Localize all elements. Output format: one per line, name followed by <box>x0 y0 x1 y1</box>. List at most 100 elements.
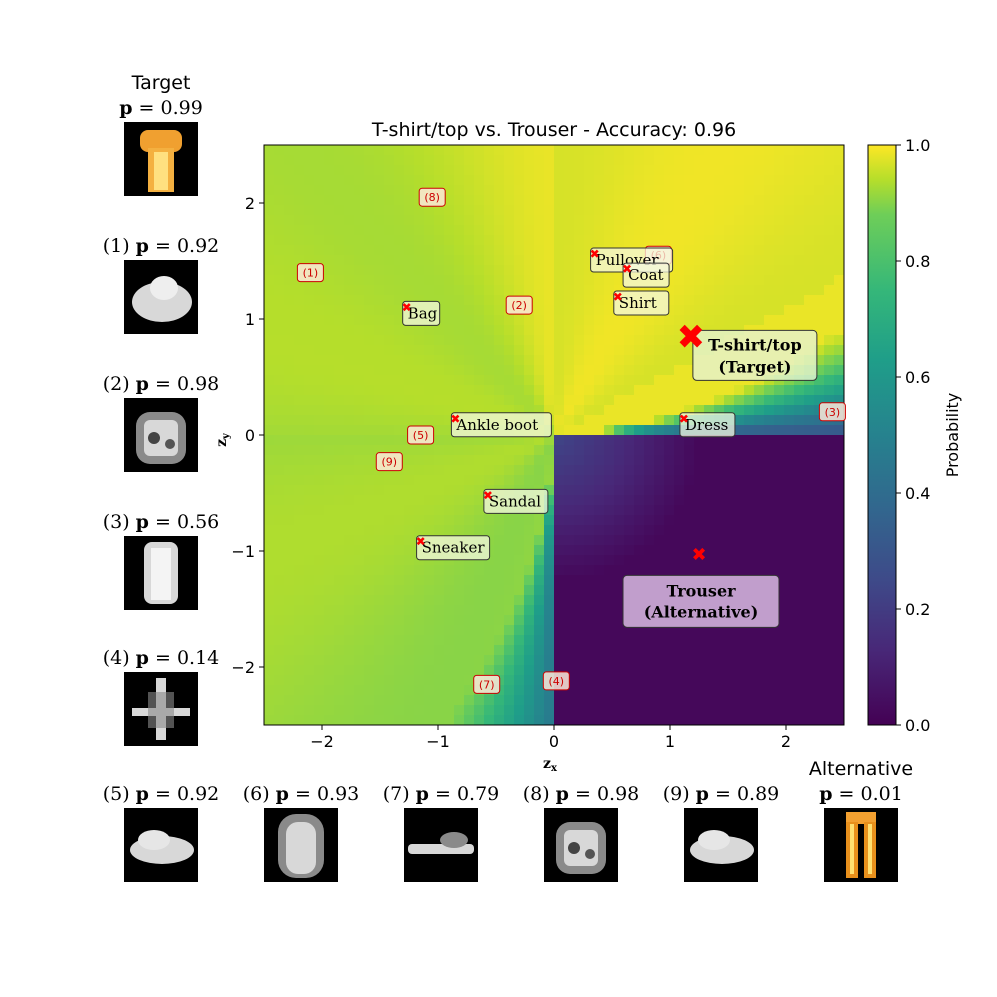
heatmap-cell <box>794 295 805 306</box>
heatmap-cell <box>274 395 285 406</box>
heatmap-cell <box>614 455 625 466</box>
heatmap-cell <box>434 655 445 666</box>
heatmap-cell <box>804 155 815 166</box>
heatmap-cell <box>604 635 615 646</box>
heatmap-cell <box>584 495 595 506</box>
heatmap-cell <box>584 275 595 286</box>
heatmap-cell <box>394 535 405 546</box>
heatmap-cell <box>624 175 635 186</box>
heatmap-cell <box>834 255 844 266</box>
heatmap-cell <box>334 365 345 376</box>
heatmap-cell <box>674 445 685 456</box>
heatmap-cell <box>474 665 485 676</box>
heatmap-cell <box>754 525 765 536</box>
heatmap-cell <box>644 655 655 666</box>
heatmap-cell <box>434 165 445 176</box>
heatmap-cell <box>424 255 435 266</box>
heatmap-cell <box>564 375 575 386</box>
heatmap-cell <box>494 225 505 236</box>
heatmap-cell <box>444 505 455 516</box>
heatmap-cell <box>294 645 305 656</box>
heatmap-cell <box>444 175 455 186</box>
heatmap-cell <box>334 515 345 526</box>
heatmap-cell <box>434 245 445 256</box>
heatmap-cell <box>454 685 465 696</box>
heatmap-cell <box>324 365 335 376</box>
heatmap-cell <box>834 345 844 356</box>
thumb-shape <box>850 824 854 874</box>
heatmap-cell <box>294 175 305 186</box>
heatmap-cell <box>804 545 815 556</box>
heatmap-cell <box>714 625 725 636</box>
heatmap-cell <box>664 675 675 686</box>
heatmap-cell <box>534 275 545 286</box>
heatmap-cell <box>654 175 665 186</box>
heatmap-cell <box>444 165 455 176</box>
heatmap-cell <box>824 535 835 546</box>
heatmap-cell <box>624 385 635 396</box>
heatmap-cell <box>374 475 385 486</box>
probability-value: = 0.56 <box>149 511 219 533</box>
heatmap-cell <box>304 395 315 406</box>
heatmap-cell <box>304 655 315 666</box>
heatmap-cell <box>824 425 835 436</box>
heatmap-cell <box>314 495 325 506</box>
heatmap-cell <box>314 225 325 236</box>
heatmap-cell <box>744 705 755 716</box>
heatmap-cell <box>734 535 745 546</box>
heatmap-cell <box>784 185 795 196</box>
heatmap-cell <box>284 415 295 426</box>
heatmap-cell <box>574 515 585 526</box>
heatmap-cell <box>384 165 395 176</box>
heatmap-cell <box>624 645 635 656</box>
heatmap-cell <box>354 355 365 366</box>
heatmap-cell <box>284 215 295 226</box>
heatmap-cell <box>754 645 765 656</box>
heatmap-cell <box>484 605 495 616</box>
heatmap-cell <box>794 175 805 186</box>
heatmap-cell <box>584 255 595 266</box>
heatmap-cell <box>824 265 835 276</box>
heatmap-cell <box>654 705 665 716</box>
heatmap-cell <box>664 535 675 546</box>
heatmap-cell <box>644 625 655 636</box>
heatmap-cell <box>274 575 285 586</box>
heatmap-cell <box>494 655 505 666</box>
heatmap-cell <box>464 215 475 226</box>
heatmap-cell <box>434 575 445 586</box>
heatmap-cell <box>524 445 535 456</box>
heatmap-cell <box>584 435 595 446</box>
heatmap-cell <box>334 635 345 646</box>
heatmap-cell <box>754 495 765 506</box>
heatmap-cell <box>484 665 495 676</box>
heatmap-cell <box>544 455 555 466</box>
heatmap-cell <box>734 485 745 496</box>
heatmap-cell <box>494 185 505 196</box>
heatmap-cell <box>754 275 765 286</box>
heatmap-cell <box>264 315 275 326</box>
heatmap-cell <box>334 355 345 366</box>
heatmap-cell <box>584 375 595 386</box>
heatmap-cell <box>594 455 605 466</box>
heatmap-cell <box>724 665 735 676</box>
heatmap-cell <box>364 255 375 266</box>
heatmap-cell <box>464 195 475 206</box>
heatmap-cell <box>414 705 425 716</box>
heatmap-cell <box>294 395 305 406</box>
heatmap-cell <box>814 705 825 716</box>
heatmap-cell <box>494 385 505 396</box>
heatmap-cell <box>284 695 295 706</box>
heatmap-cell <box>424 165 435 176</box>
heatmap-cell <box>454 505 465 516</box>
heatmap-cell <box>614 315 625 326</box>
heatmap-cell <box>414 585 425 596</box>
heatmap-cell <box>584 455 595 466</box>
heatmap-cell <box>444 365 455 376</box>
heatmap-cell <box>544 465 555 476</box>
heatmap-cell <box>374 215 385 226</box>
heatmap-cell <box>314 165 325 176</box>
heatmap-cell <box>304 545 315 556</box>
heatmap-cell <box>664 415 675 426</box>
heatmap-cell <box>744 645 755 656</box>
heatmap-cell <box>454 265 465 276</box>
